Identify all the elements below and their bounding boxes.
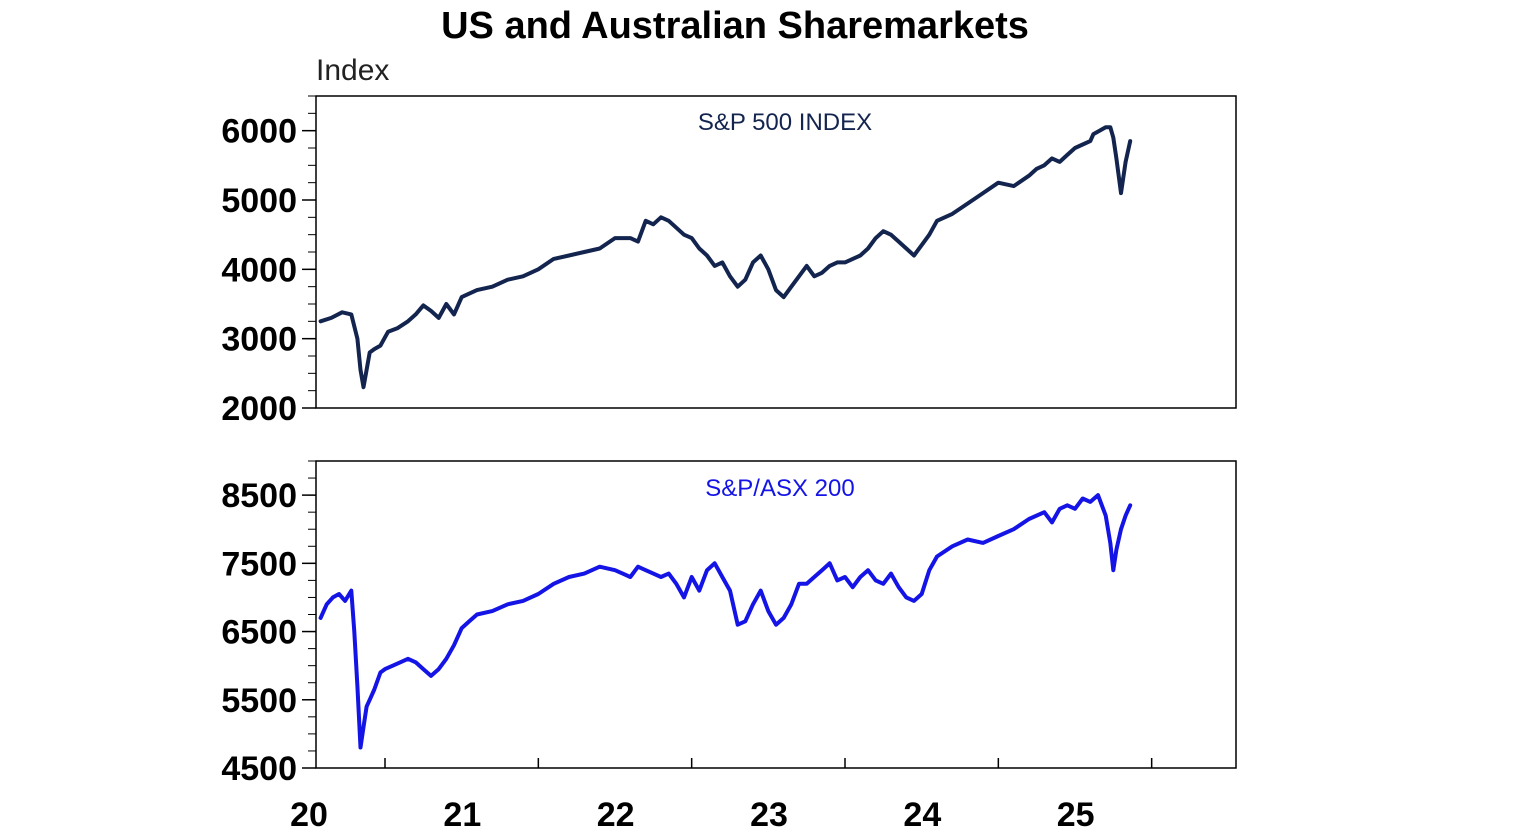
panel-asx200: S&P/ASX 200 4500 5500 6500 7500 8500 [221,460,1237,788]
x-tick-label: 23 [750,796,788,834]
x-tick-label: 22 [597,796,635,834]
series-label-asx200: S&P/ASX 200 [705,475,854,502]
panel-sp500: S&P 500 INDEX 2000 3000 4000 5000 6000 [221,95,1237,428]
y-tick-label: 8500 [221,477,297,515]
x-tick-label: 24 [903,796,941,834]
chart-title: US and Australian Sharemarkets [441,5,1029,47]
x-tick-label: 20 [290,796,328,834]
series-label-sp500: S&P 500 INDEX [698,109,872,136]
y-tick-label: 3000 [221,321,297,359]
unit-label: Index [316,54,389,87]
y-axis-asx200: 4500 5500 6500 7500 8500 [221,460,316,788]
x-tick-label: 21 [443,796,481,834]
line-sp500 [318,125,1133,390]
y-tick-label: 6000 [221,113,297,151]
x-tick-label: 25 [1057,796,1095,834]
x-axis: 20 21 22 23 24 25 [290,758,1153,834]
y-axis-sp500: 2000 3000 4000 5000 6000 [221,95,316,428]
plot-frame-sp500 [315,95,1237,409]
y-tick-label: 6500 [221,614,297,652]
y-tick-label: 4000 [221,251,297,289]
plot-frame-asx200 [315,460,1237,769]
y-tick-label: 5500 [221,682,297,720]
y-tick-label: 4500 [221,750,297,788]
y-tick-label: 5000 [221,182,297,220]
y-tick-label: 2000 [221,390,297,428]
y-tick-label: 7500 [221,545,297,583]
line-asx200 [318,493,1133,750]
